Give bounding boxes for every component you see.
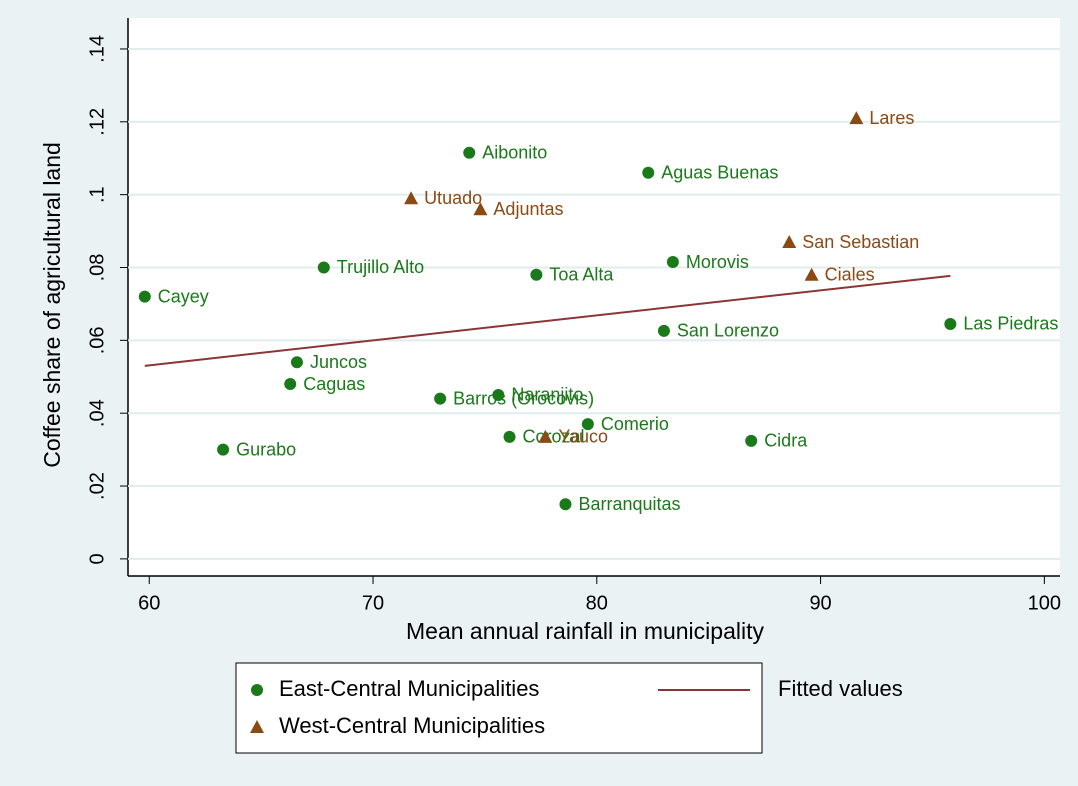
circle-point xyxy=(745,434,758,447)
point-label: Trujillo Alto xyxy=(337,257,424,277)
point-label: San Lorenzo xyxy=(677,321,779,341)
x-tick-label: 80 xyxy=(586,592,608,614)
point-label: Cidra xyxy=(764,431,808,451)
point-label: Gurabo xyxy=(236,439,296,459)
circle-point xyxy=(317,261,330,274)
point-label: Adjuntas xyxy=(493,199,563,219)
y-tick-label: .04 xyxy=(86,399,108,427)
point-label: Barros (Orocovis) xyxy=(453,388,594,408)
y-tick-label: .06 xyxy=(86,326,108,354)
point-label: Aibonito xyxy=(482,143,547,163)
triangle-point xyxy=(473,202,488,216)
legend-marker xyxy=(251,684,263,696)
triangle-point xyxy=(782,235,797,249)
point-label: Utuado xyxy=(424,188,482,208)
plot-area xyxy=(128,18,1060,576)
triangle-point xyxy=(804,267,819,281)
circle-point xyxy=(657,324,670,337)
triangle-point xyxy=(849,111,864,125)
y-tick-label: .08 xyxy=(86,254,108,282)
point-label: Juncos xyxy=(310,352,367,372)
legend-marker xyxy=(250,720,264,733)
y-tick-label: .1 xyxy=(86,186,108,203)
y-tick-label: 0 xyxy=(86,553,108,564)
y-tick-label: .02 xyxy=(86,472,108,500)
legend xyxy=(235,662,763,754)
point-label: San Sebastian xyxy=(802,232,919,252)
x-tick-label: 90 xyxy=(809,592,831,614)
circle-point xyxy=(463,146,476,159)
circle-point xyxy=(559,498,572,511)
point-label: Caguas xyxy=(303,374,365,394)
fitted-line xyxy=(144,274,951,367)
triangle-point xyxy=(404,191,419,205)
y-tick-label: .12 xyxy=(86,108,108,136)
circle-point xyxy=(530,268,543,281)
point-label: Las Piedras xyxy=(963,314,1058,334)
circle-point xyxy=(944,317,957,330)
x-tick-label: 70 xyxy=(362,592,384,614)
x-axis-title: Mean annual rainfall in municipality xyxy=(406,618,764,644)
y-tick-label: .14 xyxy=(86,35,108,63)
circle-point xyxy=(503,430,516,443)
circle-point xyxy=(284,378,297,391)
circle-point xyxy=(666,256,679,269)
point-label: Morovis xyxy=(686,252,749,272)
circle-point xyxy=(492,388,505,401)
point-label: Ciales xyxy=(825,265,875,285)
x-tick-label: 100 xyxy=(1028,592,1061,614)
legend-label: East-Central Municipalities xyxy=(279,676,539,701)
legend-label: West-Central Municipalities xyxy=(279,713,545,738)
point-label: Corozal xyxy=(523,427,585,447)
triangle-point xyxy=(538,429,553,443)
circle-point xyxy=(434,392,447,405)
circle-point xyxy=(217,443,230,456)
circle-point xyxy=(290,356,303,369)
point-label: Lares xyxy=(869,108,914,128)
point-label: Comerio xyxy=(601,414,669,434)
circle-point xyxy=(642,166,655,179)
circle-point xyxy=(138,290,151,303)
point-label: Barranquitas xyxy=(578,494,680,514)
point-label: Aguas Buenas xyxy=(661,163,778,183)
y-axis-title: Coffee share of agricultural land xyxy=(39,142,65,468)
point-label: Naranjito xyxy=(511,385,583,405)
point-label: Cayey xyxy=(158,286,209,306)
circle-point xyxy=(581,418,594,431)
point-label: Toa Alta xyxy=(549,265,614,285)
legend-label: Fitted values xyxy=(778,676,903,701)
x-tick-label: 60 xyxy=(138,592,160,614)
point-label: Yauco xyxy=(558,427,608,447)
